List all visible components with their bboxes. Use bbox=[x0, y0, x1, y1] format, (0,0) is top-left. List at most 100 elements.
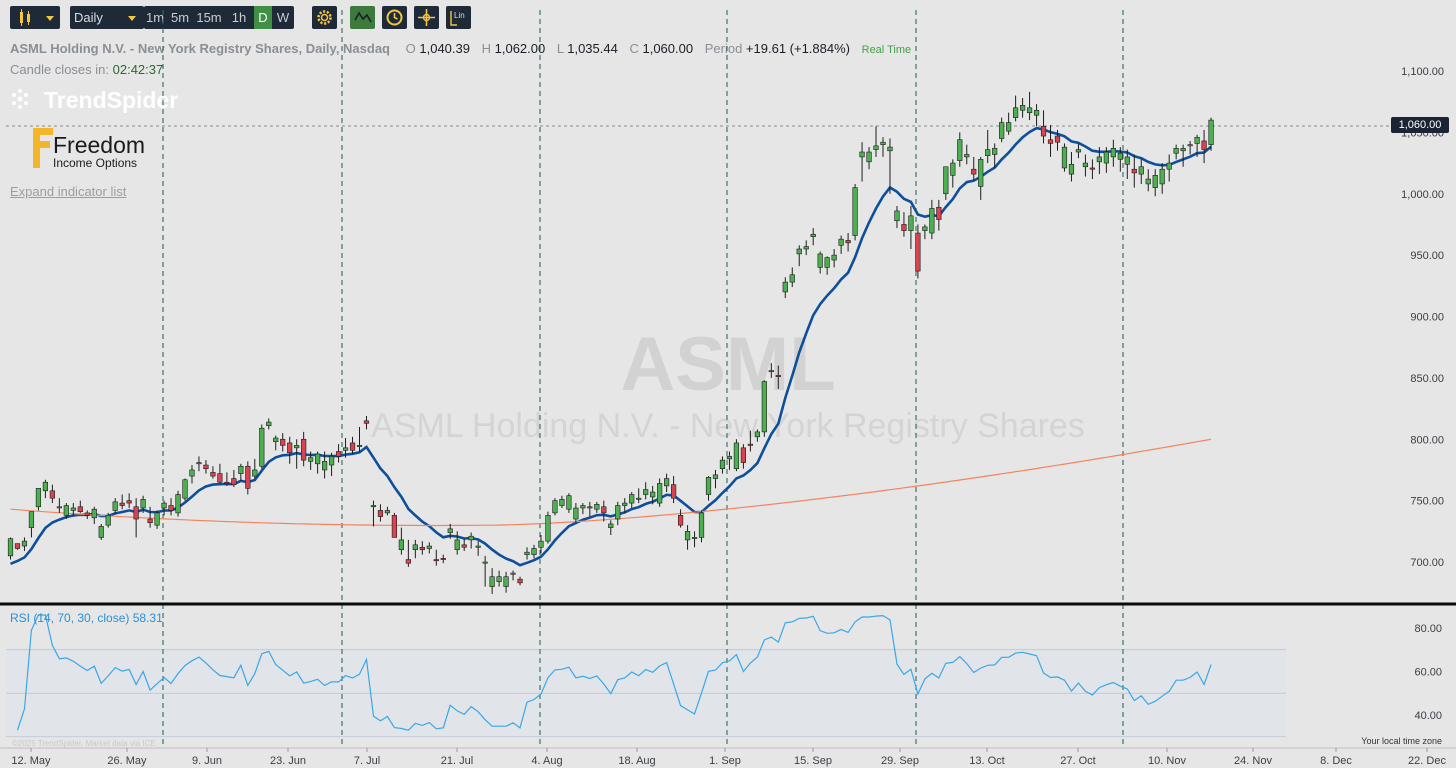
candle[interactable] bbox=[328, 452, 335, 477]
candle[interactable] bbox=[77, 500, 83, 513]
candle[interactable] bbox=[684, 525, 691, 550]
candle[interactable] bbox=[1096, 147, 1102, 175]
candle[interactable] bbox=[622, 498, 628, 513]
candle[interactable] bbox=[21, 537, 28, 551]
candle[interactable] bbox=[650, 485, 656, 505]
candle[interactable] bbox=[119, 494, 125, 510]
candle[interactable] bbox=[915, 224, 921, 279]
candle[interactable] bbox=[1013, 95, 1019, 122]
candle[interactable] bbox=[831, 248, 837, 268]
candle[interactable] bbox=[7, 537, 14, 560]
candle[interactable] bbox=[63, 503, 69, 520]
candle[interactable] bbox=[580, 503, 586, 515]
candle[interactable] bbox=[698, 510, 705, 543]
candle[interactable] bbox=[887, 138, 893, 194]
candle[interactable] bbox=[98, 523, 104, 540]
candle[interactable] bbox=[587, 501, 593, 517]
candle[interactable] bbox=[964, 144, 970, 165]
candle[interactable] bbox=[489, 568, 495, 594]
candle[interactable] bbox=[475, 541, 481, 556]
candle[interactable] bbox=[712, 469, 719, 489]
candle[interactable] bbox=[335, 444, 342, 463]
timeframe-1h[interactable]: 1h bbox=[231, 10, 247, 25]
candle[interactable] bbox=[377, 504, 384, 522]
candle[interactable] bbox=[398, 527, 404, 555]
chart-type-button[interactable] bbox=[10, 6, 60, 29]
candle[interactable] bbox=[1173, 144, 1179, 160]
candle[interactable] bbox=[1201, 129, 1207, 164]
interval-select[interactable]: Daily bbox=[70, 6, 144, 29]
candle[interactable] bbox=[35, 488, 42, 511]
candle[interactable] bbox=[957, 132, 963, 167]
candle[interactable] bbox=[287, 436, 293, 464]
candle[interactable] bbox=[405, 539, 411, 567]
candle[interactable] bbox=[608, 520, 614, 535]
candle[interactable] bbox=[175, 490, 181, 517]
timeframe-15m[interactable]: 15m bbox=[196, 10, 222, 25]
candle[interactable] bbox=[545, 511, 551, 544]
candle[interactable] bbox=[824, 256, 830, 275]
candle[interactable] bbox=[210, 466, 216, 479]
candle[interactable] bbox=[901, 212, 907, 237]
candle[interactable] bbox=[950, 159, 956, 188]
candle[interactable] bbox=[929, 199, 935, 240]
candle[interactable] bbox=[84, 510, 90, 520]
candle[interactable] bbox=[321, 451, 328, 479]
candle[interactable] bbox=[112, 498, 118, 515]
candle[interactable] bbox=[426, 542, 432, 554]
candle[interactable] bbox=[49, 484, 55, 504]
candle[interactable] bbox=[664, 473, 670, 493]
candle[interactable] bbox=[468, 532, 474, 549]
candle[interactable] bbox=[1187, 140, 1193, 155]
candle[interactable] bbox=[252, 458, 258, 479]
candle[interactable] bbox=[943, 166, 949, 200]
candle[interactable] bbox=[691, 531, 698, 548]
candle[interactable] bbox=[342, 438, 349, 458]
candle[interactable] bbox=[391, 512, 398, 538]
candle[interactable] bbox=[1103, 147, 1109, 173]
candle[interactable] bbox=[1159, 163, 1165, 194]
candle[interactable] bbox=[936, 199, 942, 231]
candle[interactable] bbox=[91, 506, 97, 524]
candle[interactable] bbox=[1124, 149, 1130, 180]
candle[interactable] bbox=[259, 424, 265, 469]
candle[interactable] bbox=[1026, 91, 1033, 121]
candle[interactable] bbox=[908, 206, 914, 249]
candle[interactable] bbox=[538, 534, 544, 554]
candle[interactable] bbox=[531, 544, 537, 559]
candle[interactable] bbox=[231, 469, 237, 488]
candle[interactable] bbox=[1152, 169, 1158, 197]
candle[interactable] bbox=[985, 129, 991, 164]
candle[interactable] bbox=[14, 543, 21, 550]
candle[interactable] bbox=[657, 478, 663, 507]
candle[interactable] bbox=[629, 492, 635, 508]
candle[interactable] bbox=[1166, 154, 1172, 182]
candle[interactable] bbox=[1138, 159, 1144, 184]
candle[interactable] bbox=[503, 571, 509, 593]
candle[interactable] bbox=[775, 365, 781, 389]
candle[interactable] bbox=[161, 500, 167, 516]
candle[interactable] bbox=[70, 503, 76, 517]
candle[interactable] bbox=[796, 245, 802, 267]
candle[interactable] bbox=[273, 435, 279, 451]
candle[interactable] bbox=[203, 460, 209, 474]
candle[interactable] bbox=[363, 415, 370, 430]
candle[interactable] bbox=[1110, 139, 1116, 167]
candle[interactable] bbox=[1033, 104, 1040, 127]
candle[interactable] bbox=[245, 461, 251, 495]
candle[interactable] bbox=[154, 510, 160, 529]
candle[interactable] bbox=[524, 547, 530, 560]
candle[interactable] bbox=[182, 478, 188, 501]
candle[interactable] bbox=[573, 503, 579, 523]
candle[interactable] bbox=[992, 143, 998, 168]
candle[interactable] bbox=[852, 183, 858, 241]
candle[interactable] bbox=[384, 506, 391, 516]
timezone-label[interactable]: Your local time zone bbox=[1361, 736, 1442, 746]
candle[interactable] bbox=[301, 431, 307, 467]
candle[interactable] bbox=[1075, 143, 1082, 159]
candle[interactable] bbox=[28, 511, 35, 538]
candle[interactable] bbox=[1117, 147, 1123, 172]
candle[interactable] bbox=[726, 451, 733, 470]
candle[interactable] bbox=[761, 380, 767, 437]
